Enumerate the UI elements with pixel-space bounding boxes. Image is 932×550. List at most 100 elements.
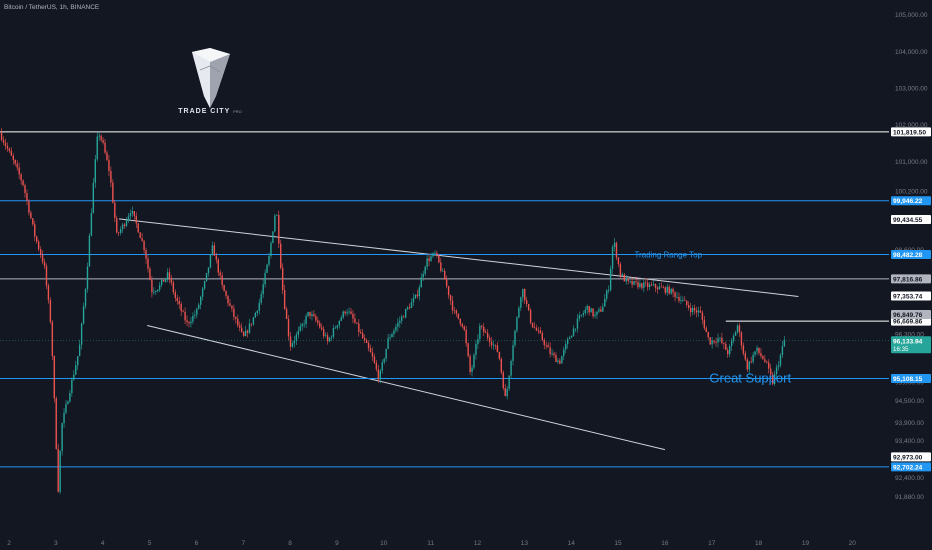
candle-body: [531, 322, 534, 328]
candle-body: [461, 323, 463, 327]
candle-body: [709, 337, 711, 345]
candle-body: [47, 285, 50, 301]
candle-body: [455, 310, 458, 314]
candle-body: [203, 281, 206, 289]
candle-body: [611, 246, 614, 269]
candle-body: [418, 287, 421, 297]
candle-body: [194, 314, 196, 316]
date-tick-label: 11: [427, 540, 434, 547]
candle-body: [211, 245, 214, 255]
candle-body: [367, 342, 370, 349]
candle-body: [278, 214, 280, 244]
candle-body: [547, 345, 549, 348]
candle-body: [781, 346, 784, 355]
candle-body: [162, 279, 165, 282]
candle-body: [641, 283, 643, 288]
candle-body: [451, 300, 454, 311]
candle-body: [736, 325, 739, 333]
candle-body: [598, 309, 600, 312]
candle-body: [580, 314, 583, 316]
candle-body: [369, 348, 372, 353]
price-tags-layer: 101,819.50 99,946.22 98,482.28 97,816.86 96,…: [891, 127, 931, 472]
logo-suffix: PRO: [233, 109, 242, 114]
candle-body: [145, 250, 147, 259]
current-price-tag-timer: 16:35: [893, 346, 909, 353]
candle-body: [229, 303, 231, 306]
candle-body: [258, 302, 260, 311]
date-tick-label: 6: [195, 540, 199, 547]
candle-body: [225, 291, 227, 296]
trendline-2[interactable]: [147, 324, 666, 451]
price-tick-label: 96,300.00: [895, 332, 924, 339]
level-tag-5: 96,669.86: [893, 319, 923, 326]
candle-body: [276, 214, 278, 216]
candle-body: [352, 313, 354, 319]
candle-body: [613, 242, 616, 247]
level-tag-2: 99,946.22: [893, 198, 923, 205]
candle-body: [436, 252, 438, 255]
candle-body: [715, 342, 717, 343]
candle-body: [635, 281, 637, 282]
candle-body: [116, 218, 118, 233]
candle-body: [385, 348, 387, 359]
candle-body: [354, 318, 356, 323]
date-tick-label: 18: [755, 540, 763, 547]
candle-body: [86, 266, 89, 290]
candle-body: [365, 340, 368, 343]
level-tag-7-bg: [891, 462, 931, 472]
candle-body: [268, 256, 270, 265]
symbol-title[interactable]: Bitcoin / TetherUS, 1h, BINANCE: [4, 4, 100, 11]
candle-body: [289, 336, 292, 347]
candle-body: [141, 238, 143, 241]
candle-body: [520, 297, 522, 308]
candle-body: [502, 372, 504, 389]
candle-body: [660, 286, 663, 288]
candle-body: [504, 388, 506, 397]
candle-body: [414, 294, 417, 299]
candle-body: [260, 294, 262, 303]
candle-body: [73, 374, 75, 380]
candle-body: [771, 374, 774, 385]
candle-body: [213, 245, 216, 256]
candle-body: [49, 300, 52, 323]
time-axis[interactable]: 2 3 4 5 6 7 8 9 10 11 12 13 14 15 16 17 18 19 20: [7, 540, 856, 547]
candle-body: [34, 224, 36, 237]
candle-body: [524, 288, 526, 301]
candle-body: [192, 315, 194, 322]
trendline-1[interactable]: [119, 218, 799, 297]
candle-body: [395, 326, 397, 331]
candle-body: [20, 174, 22, 181]
candle-body: [670, 288, 672, 294]
candle-body: [588, 306, 590, 313]
candle-body: [639, 283, 641, 288]
candle-body: [545, 345, 547, 346]
candle-body: [457, 313, 460, 319]
date-tick-label: 13: [521, 540, 529, 547]
candle-body: [606, 290, 608, 299]
candle-body: [734, 332, 737, 336]
candle-body: [160, 279, 163, 285]
candle-body: [283, 289, 286, 309]
candle-body: [137, 223, 139, 233]
candle-body: [701, 312, 704, 320]
candle-body: [596, 311, 598, 315]
candle-body: [201, 288, 204, 297]
date-tick-label: 20: [849, 540, 857, 547]
candle-body: [363, 338, 366, 341]
candle-body: [619, 264, 622, 276]
candle-body: [135, 215, 137, 224]
price-tag-4: 92,973.00: [893, 454, 923, 461]
candle-body: [84, 289, 87, 307]
candle-body: [375, 362, 378, 370]
candle-body: [434, 252, 436, 254]
candle-body: [178, 301, 180, 304]
candle-body: [699, 310, 702, 313]
candle-body: [94, 159, 96, 183]
candle-body: [410, 302, 413, 309]
candle-body: [157, 289, 159, 292]
candle-body: [118, 232, 120, 234]
candle-body: [746, 359, 748, 370]
candle-body: [756, 347, 758, 352]
candle-body: [561, 356, 563, 364]
